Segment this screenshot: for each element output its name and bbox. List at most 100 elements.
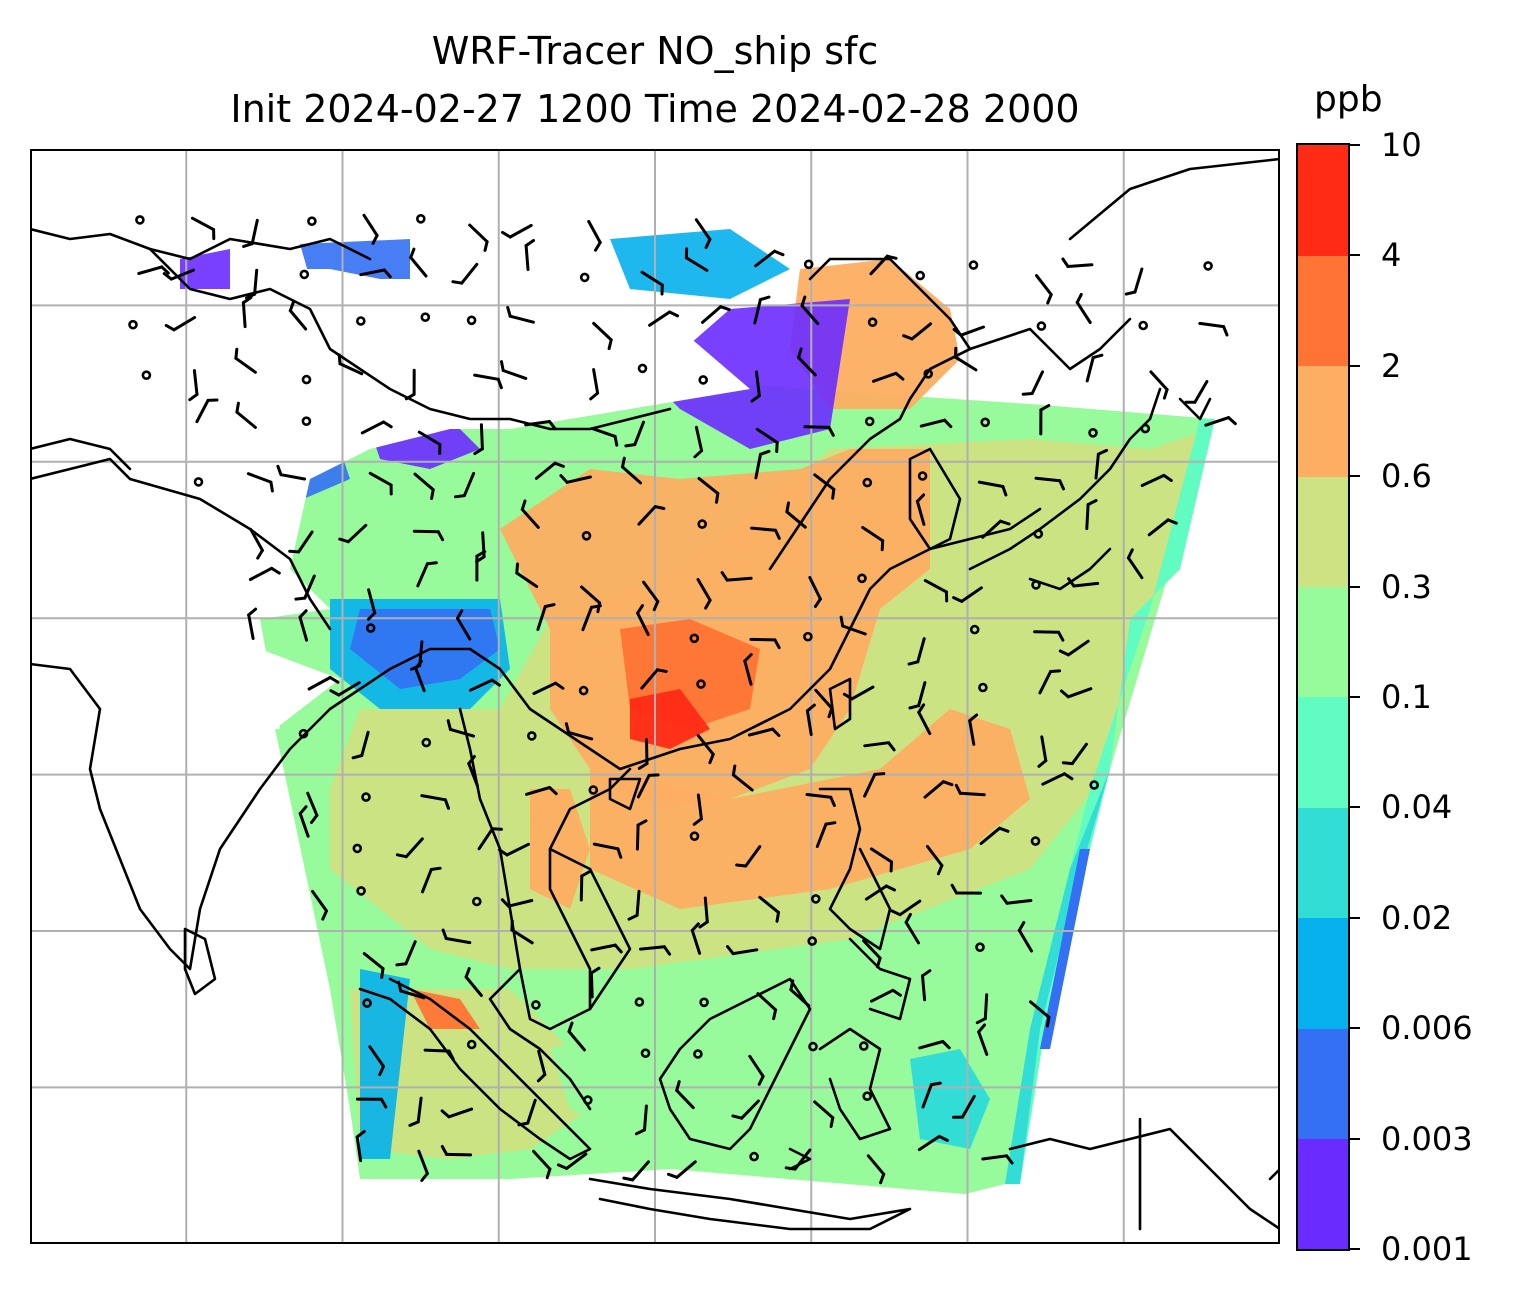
- wind-barb: [298, 609, 309, 642]
- calm-wind-marker: [193, 477, 204, 487]
- wind-barb: [975, 993, 989, 1025]
- wind-barb: [862, 939, 882, 969]
- wind-barb: [1147, 518, 1178, 537]
- field-band: [590, 709, 1030, 909]
- wind-barb: [642, 580, 660, 612]
- calm-wind-marker: [1033, 529, 1044, 539]
- wind-barb: [919, 418, 953, 429]
- wind-barb: [923, 780, 954, 799]
- wind-barb: [696, 734, 715, 765]
- wind-barb: [1085, 353, 1104, 383]
- wind-barb: [648, 310, 680, 327]
- wind-barb: [1021, 370, 1044, 396]
- calm-wind-marker: [1036, 321, 1047, 331]
- colorbar-tick-label: 0.003: [1381, 1119, 1473, 1158]
- wind-barb: [904, 913, 920, 945]
- wind-barb: [517, 1098, 537, 1127]
- wind-barb: [693, 425, 704, 459]
- calm-wind-marker: [415, 214, 426, 224]
- coastline-segment: [548, 847, 632, 1011]
- colorbar-segment: [1298, 807, 1348, 919]
- calm-wind-marker: [299, 269, 310, 280]
- colorbar-tick-label: 0.006: [1381, 1009, 1473, 1048]
- wind-barb: [981, 519, 1011, 539]
- wind-barb: [579, 870, 592, 902]
- calm-wind-marker: [975, 942, 985, 953]
- colorbar-segment: [1298, 145, 1348, 256]
- wind-barb: [417, 1149, 429, 1182]
- wind-barb: [758, 895, 780, 923]
- wind-barb: [622, 1160, 650, 1182]
- wind-barb: [813, 473, 836, 500]
- calm-wind-marker: [807, 936, 818, 946]
- wind-barb: [337, 353, 364, 376]
- coastline-segment: [358, 977, 592, 1161]
- wind-barb: [368, 471, 393, 496]
- calm-wind-marker: [420, 312, 431, 322]
- wind-barb: [368, 1045, 385, 1077]
- wind-barb: [864, 884, 896, 901]
- coastline-segment: [588, 1177, 912, 1231]
- wind-barb: [559, 474, 592, 484]
- wind-barb: [590, 427, 619, 447]
- calm-wind-marker: [634, 997, 645, 1007]
- colorbar-tick-label: 0.001: [1381, 1230, 1473, 1268]
- colorbar: [1296, 143, 1350, 1251]
- wind-barb: [536, 1049, 547, 1083]
- wind-barb: [468, 678, 501, 692]
- colorbar-segment: [1298, 586, 1348, 698]
- wind-barb: [640, 668, 668, 690]
- coastline-segment: [928, 317, 1132, 371]
- chart-subtitle: Init 2024-02-27 1200 Time 2024-02-28 200…: [230, 87, 1080, 131]
- wind-barb: [754, 449, 771, 480]
- wind-barb: [871, 371, 905, 383]
- wind-barb: [731, 1099, 760, 1120]
- calm-wind-marker: [135, 215, 145, 225]
- calm-wind-marker: [1138, 320, 1148, 331]
- wind-barb: [446, 719, 475, 738]
- wind-barb: [694, 218, 712, 249]
- coastline-segment: [1178, 397, 1212, 421]
- wind-barb: [1017, 921, 1033, 953]
- wind-barb: [907, 637, 926, 666]
- wind-barb: [164, 316, 197, 332]
- calm-wind-marker: [578, 685, 589, 696]
- calm-wind-marker: [361, 792, 371, 802]
- wind-barb: [525, 786, 558, 796]
- colorbar-tick: [1350, 144, 1360, 146]
- wind-barb: [1124, 267, 1144, 296]
- wind-barb: [921, 969, 932, 1002]
- wind-barbs: [128, 213, 1237, 1185]
- coastlines: [30, 157, 1280, 1231]
- wind-barb: [288, 300, 308, 331]
- wind-barb: [1033, 630, 1065, 642]
- coastline-segment: [1008, 1127, 1280, 1231]
- wind-barb: [636, 773, 660, 799]
- calm-wind-marker: [864, 416, 875, 427]
- wind-barb: [1000, 894, 1033, 905]
- calm-wind-marker: [307, 216, 317, 226]
- calm-wind-marker: [803, 631, 813, 642]
- wind-barb: [640, 270, 664, 296]
- wind-barb: [731, 764, 754, 792]
- calm-wind-marker: [749, 1151, 759, 1162]
- wind-barb: [639, 945, 672, 956]
- field-band: [180, 249, 230, 289]
- wind-barb: [805, 793, 836, 807]
- wind-barb: [195, 398, 219, 424]
- calm-wind-marker: [526, 731, 537, 741]
- wind-barb: [1035, 274, 1053, 305]
- wind-barb: [524, 420, 557, 431]
- calm-wind-marker: [365, 623, 376, 633]
- coastline-segment: [908, 447, 962, 551]
- calm-wind-marker: [857, 573, 867, 584]
- calm-wind-marker: [362, 998, 372, 1008]
- wind-barb: [789, 979, 811, 1008]
- wind-barb: [952, 586, 983, 603]
- calm-wind-marker: [141, 370, 152, 380]
- wind-barb: [923, 579, 949, 603]
- calm-wind-marker: [356, 886, 366, 896]
- calm-wind-marker: [862, 1091, 873, 1102]
- calm-wind-marker: [810, 894, 821, 904]
- calm-wind-marker: [466, 315, 477, 326]
